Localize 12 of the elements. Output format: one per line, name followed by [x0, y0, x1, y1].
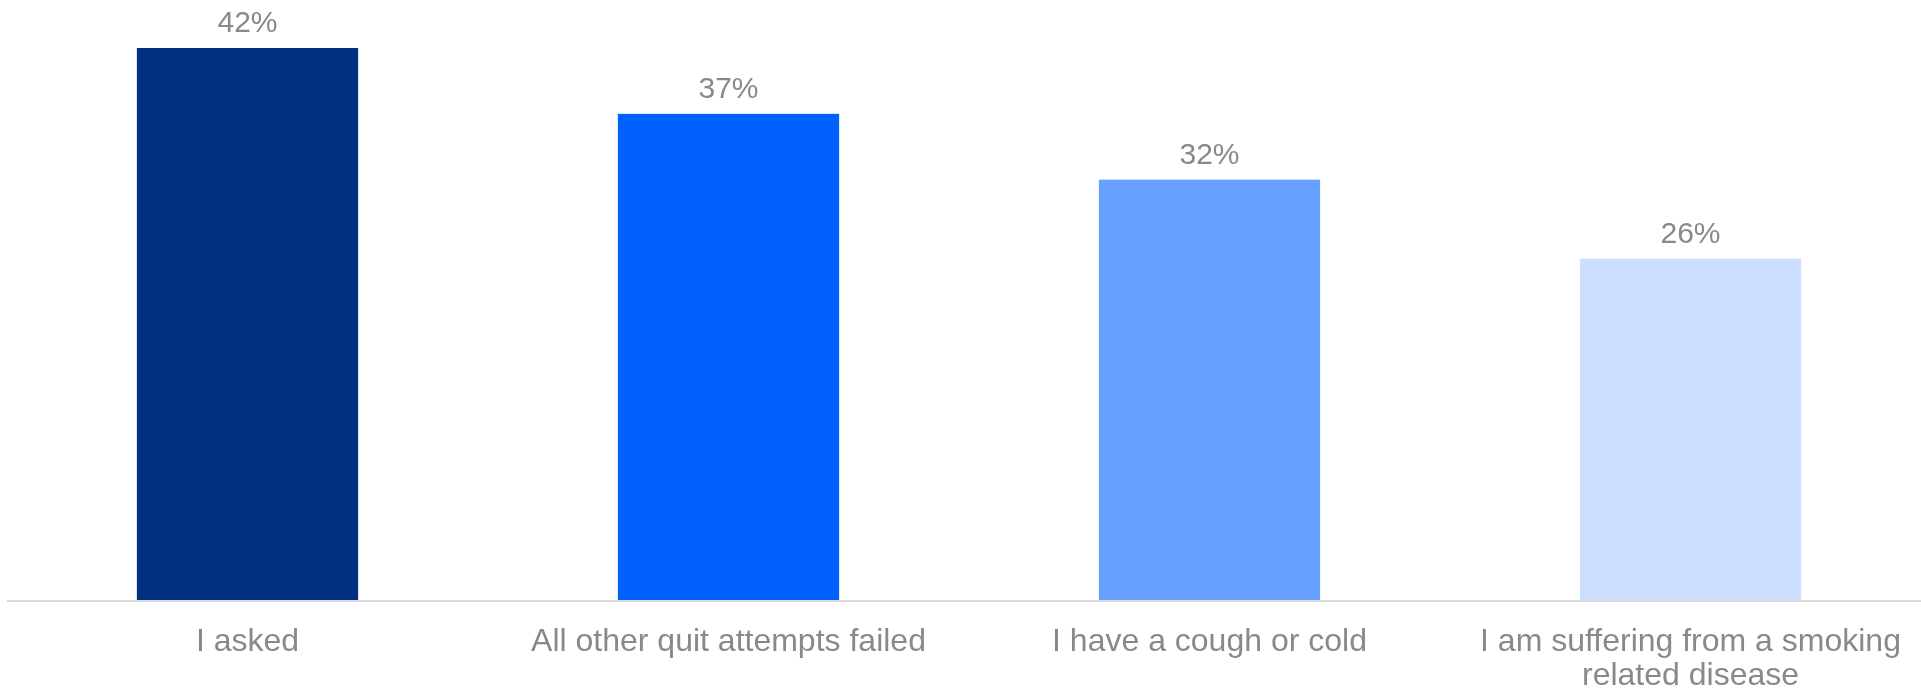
x-tick-label: All other quit attempts failed [531, 622, 926, 658]
data-label: 42% [217, 5, 278, 38]
bar [617, 113, 840, 601]
bar [1579, 258, 1802, 601]
data-label: 37% [698, 70, 759, 104]
bar [136, 48, 359, 601]
bar [1098, 179, 1321, 601]
x-tick-label: I am suffering from a smoking related disease [1480, 622, 1901, 692]
data-label: 26% [1660, 215, 1721, 249]
x-tick-label: I have a cough or cold [1052, 622, 1367, 658]
x-tick-label: I asked [195, 622, 300, 658]
data-label: 32% [1179, 136, 1240, 170]
